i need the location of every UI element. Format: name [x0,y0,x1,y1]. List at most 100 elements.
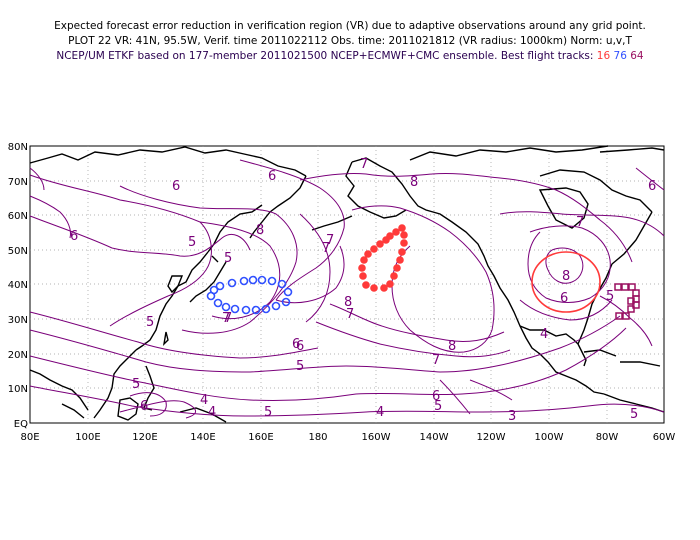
track-point [248,275,258,285]
lon-label: 160E [248,432,273,443]
contour-label: 8 [256,223,264,238]
contour-label: 6 [432,389,440,404]
contour-label: 3 [508,409,516,424]
contour-label: 4 [208,405,216,420]
track-point [213,298,223,308]
track-point [386,280,394,288]
track-16-label: 16 [596,50,611,62]
lon-label: 100E [75,432,100,443]
lat-label: 20N [8,350,28,361]
track-point [251,305,261,315]
track-point [396,256,404,264]
track-point [283,287,293,297]
lon-label: 160W [362,432,391,443]
track-point [393,264,401,272]
contour-label: 4 [376,405,384,420]
track-point [614,283,622,291]
track-point [360,256,368,264]
contour-label: 5 [264,405,272,420]
contour-label: 6 [172,179,180,194]
track-point [400,231,408,239]
verification-region-circle [531,251,601,313]
title-line-3-text: NCEP/UM ETKF based on 177-member 2011021… [56,50,594,62]
lon-label: 60W [653,432,676,443]
contour-lines [29,159,665,419]
flight-track-76 [206,275,293,315]
contour-label: 4 [540,327,548,342]
contour-label: 6 [292,337,300,352]
contour-label: 6 [648,179,656,194]
contour-labels: 6 6 5 5 5 5 5 5 5 5 5 6 6 6 6 7 7 7 7 7 … [70,157,656,424]
title-line-2: PLOT 22 VR: 41N, 95.5W, Verif. time 2011… [68,35,632,47]
track-point [364,250,372,258]
lat-label: 80N [8,142,28,153]
contour-label: 5 [132,377,140,392]
track-point [632,301,640,309]
track-point [370,284,378,292]
lat-labels: 80N 70N 60N 50N 40N 30N 20N 10N EQ [8,142,28,430]
contour-label: 6 [296,339,304,354]
contour-label: 6 [268,169,276,184]
map-frame [29,145,665,424]
track-point [277,279,287,289]
contour-label: 7 [346,307,354,322]
contour-label: 7 [360,157,368,172]
lat-label: 70N [8,177,28,188]
contour-label: 5 [224,251,232,266]
lon-label: 140W [420,432,449,443]
lat-label: 30N [8,315,28,326]
lon-label: 80W [596,432,619,443]
track-point [370,245,378,253]
contour-label: 4 [200,393,208,408]
contour-label: 7 [224,311,232,326]
track-point [241,305,251,315]
lon-label: 140E [190,432,215,443]
track-point [380,284,388,292]
track-point [621,283,629,291]
contour-label: 5 [296,359,304,374]
track-point [257,275,267,285]
track-point [376,240,384,248]
track-point [209,285,219,295]
track-64-label: 64 [630,50,644,62]
contour-label: 5 [434,399,442,414]
contour-label: 5 [606,289,614,304]
track-point [398,248,406,256]
contour-label: 6 [70,229,78,244]
lon-label: 80E [20,432,39,443]
contour-label: 5 [188,235,196,250]
contour-label: 6 [560,291,568,306]
contour-label: 7 [576,215,584,230]
contour-label: 7 [222,311,230,326]
track-point [362,281,370,289]
track-point [627,297,635,305]
lon-label: 120E [132,432,157,443]
title-line-1: Expected forecast error reduction in ver… [54,20,646,32]
track-point [271,301,281,311]
contour-label: 7 [432,353,440,368]
contour-label: 7 [326,233,334,248]
track-point [261,304,271,314]
track-point [230,304,240,314]
contour-label: 5 [146,315,154,330]
track-point [359,272,367,280]
contour-label: 8 [410,175,418,190]
contour-label: 6 [140,399,148,414]
track-point [622,312,630,320]
lon-label: 180 [308,432,327,443]
lat-label: 10N [8,384,28,395]
track-point [221,302,231,312]
graticule [30,146,664,423]
contour-label: 8 [562,269,570,284]
track-point [392,228,400,236]
track-point [628,283,636,291]
track-point [615,312,623,320]
title-line-3: NCEP/UM ETKF based on 177-member 2011021… [0,49,700,63]
track-point [390,272,398,280]
track-point [227,278,237,288]
lon-labels: 80E 100E 120E 140E 160E 180 160W 140W 12… [20,432,675,443]
lat-label: 50N [8,246,28,257]
track-point [267,276,277,286]
lon-label: 120W [477,432,506,443]
lon-label: 100W [535,432,564,443]
